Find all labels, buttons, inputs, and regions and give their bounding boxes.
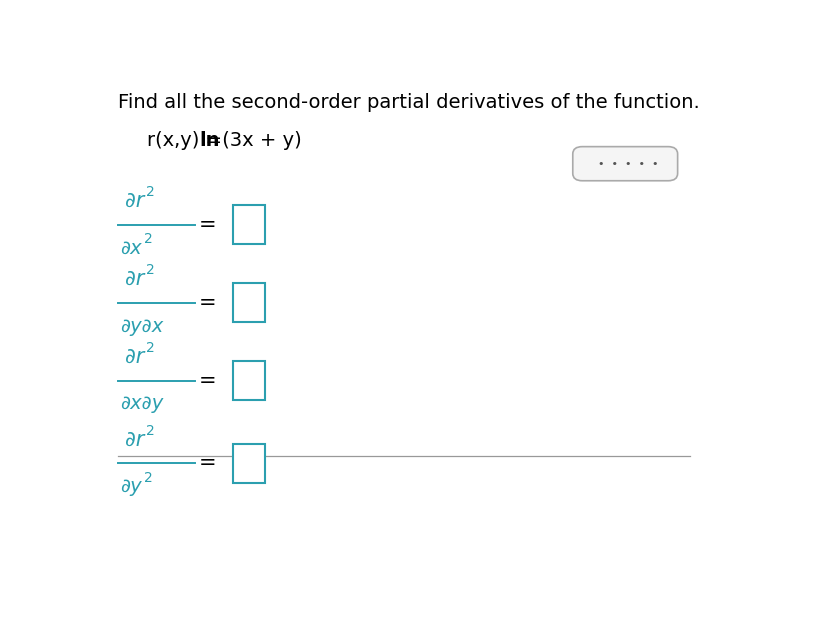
Text: ∂r: ∂r (124, 430, 144, 450)
Text: ∂x∂y: ∂x∂y (120, 394, 163, 413)
Text: =: = (198, 370, 216, 391)
Text: ∂r: ∂r (124, 347, 144, 367)
Text: =: = (198, 292, 216, 313)
Text: ∂y∂x: ∂y∂x (120, 316, 163, 335)
Text: 2: 2 (144, 471, 153, 485)
Text: r(x,y) =: r(x,y) = (147, 131, 228, 150)
Text: 2: 2 (146, 263, 154, 277)
Text: •  •  •  •  •: • • • • • (590, 159, 658, 168)
Text: ∂x: ∂x (120, 239, 142, 258)
Text: 2: 2 (146, 185, 154, 199)
FancyBboxPatch shape (233, 283, 265, 322)
Text: =: = (198, 453, 216, 473)
Text: ∂r: ∂r (124, 269, 144, 289)
Text: 2: 2 (146, 424, 154, 438)
Text: 2: 2 (144, 232, 153, 246)
Text: 2: 2 (146, 341, 154, 355)
Text: ∂y: ∂y (120, 477, 142, 496)
FancyBboxPatch shape (572, 147, 676, 181)
Text: ln: ln (200, 131, 220, 150)
Text: Find all the second-order partial derivatives of the function.: Find all the second-order partial deriva… (118, 93, 699, 112)
FancyBboxPatch shape (233, 361, 265, 400)
Text: (3x + y): (3x + y) (215, 131, 301, 150)
FancyBboxPatch shape (233, 444, 265, 483)
Text: ∂r: ∂r (124, 191, 144, 211)
FancyBboxPatch shape (233, 205, 265, 244)
Text: =: = (198, 215, 216, 235)
